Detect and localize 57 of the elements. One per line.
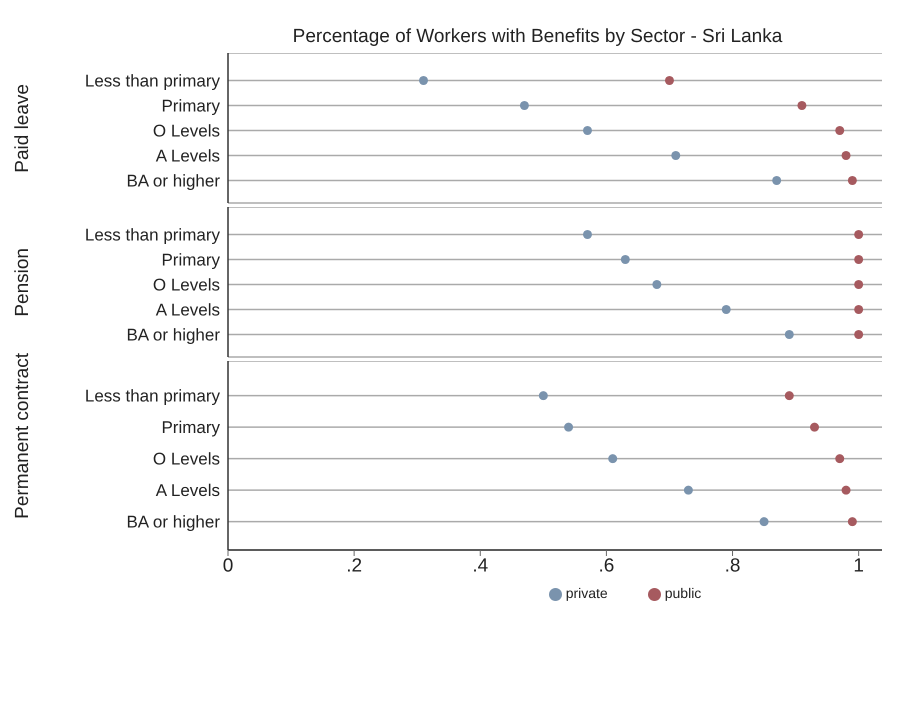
y-axis-title: Pension <box>12 248 34 316</box>
x-tick-label: .4 <box>472 555 489 576</box>
point <box>520 100 529 110</box>
y-tick-label: Primary <box>161 96 220 116</box>
y-tick-label: O Levels <box>152 276 220 295</box>
point <box>760 517 769 526</box>
point <box>842 486 851 495</box>
point <box>671 150 680 160</box>
point <box>835 454 844 464</box>
point <box>684 486 693 495</box>
y-tick-label: A Levels <box>156 146 220 166</box>
y-tick-label: Less than primary <box>84 72 220 91</box>
y-tick-label: O Levels <box>152 122 220 141</box>
point <box>784 330 794 340</box>
x-tick-label: .2 <box>346 555 362 576</box>
y-tick-label: A Levels <box>156 300 220 320</box>
y-tick-label: Less than primary <box>84 226 220 245</box>
point <box>854 230 864 240</box>
legend-label: public <box>664 585 702 601</box>
point <box>664 76 674 86</box>
y-tick-label: BA or higher <box>126 172 220 191</box>
point <box>582 126 592 136</box>
point <box>797 100 806 110</box>
point <box>854 330 864 340</box>
point <box>722 304 731 314</box>
point <box>538 391 548 400</box>
legend-label: private <box>566 585 608 601</box>
point <box>848 176 857 186</box>
chart-title: Percentage of Workers with Benefits by Sector - Sri Lanka <box>292 26 784 48</box>
point <box>620 254 630 264</box>
x-tick-label: 1 <box>853 555 864 576</box>
y-tick-label: Primary <box>161 418 220 438</box>
point <box>835 126 844 136</box>
y-tick-label: BA or higher <box>126 512 220 532</box>
x-tick-label: .8 <box>724 555 740 576</box>
point <box>810 422 820 432</box>
point <box>854 254 864 264</box>
point <box>842 150 851 160</box>
y-tick-label: Primary <box>161 250 220 270</box>
point <box>582 230 592 240</box>
point <box>652 280 662 290</box>
point <box>772 176 782 186</box>
y-tick-label: A Levels <box>156 481 220 500</box>
y-tick-label: BA or higher <box>126 326 220 345</box>
x-tick-label: .6 <box>598 555 614 576</box>
point <box>418 76 428 86</box>
x-tick-label: 0 <box>222 555 234 576</box>
point <box>564 422 574 432</box>
y-tick-label: Less than primary <box>84 386 220 406</box>
point <box>848 517 857 526</box>
y-tick-label: O Levels <box>152 450 220 469</box>
point <box>784 391 794 400</box>
y-axis-title: Paid leave <box>12 84 34 172</box>
point <box>608 454 618 464</box>
y-axis-title: Permanent contract <box>12 353 34 519</box>
point <box>854 280 864 290</box>
point <box>854 304 864 314</box>
